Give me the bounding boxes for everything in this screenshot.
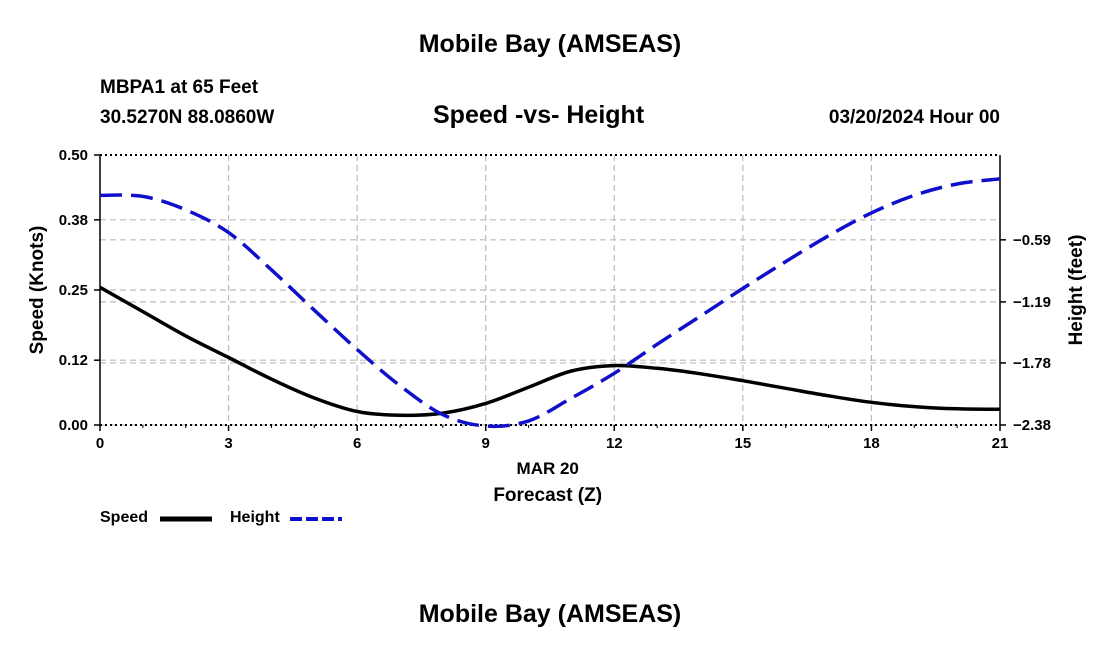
- legend-speed-swatch: [160, 516, 212, 522]
- page-title: Mobile Bay (AMSEAS): [418, 30, 682, 58]
- x-tick-label: 6: [353, 435, 361, 452]
- station-label: MBPA1 at 65 Feet: [100, 77, 259, 98]
- y2-tick-label: −2.38: [1013, 417, 1051, 434]
- y2-axis-label: Height (feet): [1066, 235, 1087, 346]
- station-coordinates: 30.5270N 88.0860W: [100, 107, 275, 128]
- legend-height-label: Height: [230, 509, 280, 526]
- x-tick-label: 21: [992, 435, 1009, 452]
- footer-title: Mobile Bay (AMSEAS): [418, 600, 682, 628]
- y-tick-label: 0.25: [59, 282, 88, 299]
- y2-tick-label: −0.59: [1013, 232, 1051, 249]
- x-date-label: MAR 20: [517, 459, 579, 478]
- y2-tick-label: −1.19: [1013, 294, 1051, 311]
- legend-height-swatch: [290, 517, 342, 521]
- x-tick-label: 0: [96, 435, 104, 452]
- y-axis-label: Speed (Knots): [27, 226, 48, 355]
- series-line-speed: [99, 285, 1001, 418]
- x-tick-label: 3: [224, 435, 232, 452]
- series-line-height: [99, 177, 1001, 429]
- y2-tick-label: −1.78: [1013, 355, 1051, 372]
- chart-title: Speed -vs- Height: [433, 101, 645, 129]
- x-tick-label: 12: [606, 435, 623, 452]
- y-tick-label: 0.50: [59, 147, 88, 164]
- y-tick-label: 0.38: [59, 212, 88, 229]
- y-tick-label: 0.12: [59, 352, 88, 369]
- x-tick-label: 15: [735, 435, 752, 452]
- x-axis-label: Forecast (Z): [493, 485, 602, 506]
- forecast-date: 03/20/2024 Hour 00: [828, 107, 1000, 128]
- legend-speed-label: Speed: [100, 509, 149, 526]
- x-tick-label: 9: [482, 435, 490, 452]
- y-tick-label: 0.00: [59, 417, 88, 434]
- x-tick-label: 18: [863, 435, 880, 452]
